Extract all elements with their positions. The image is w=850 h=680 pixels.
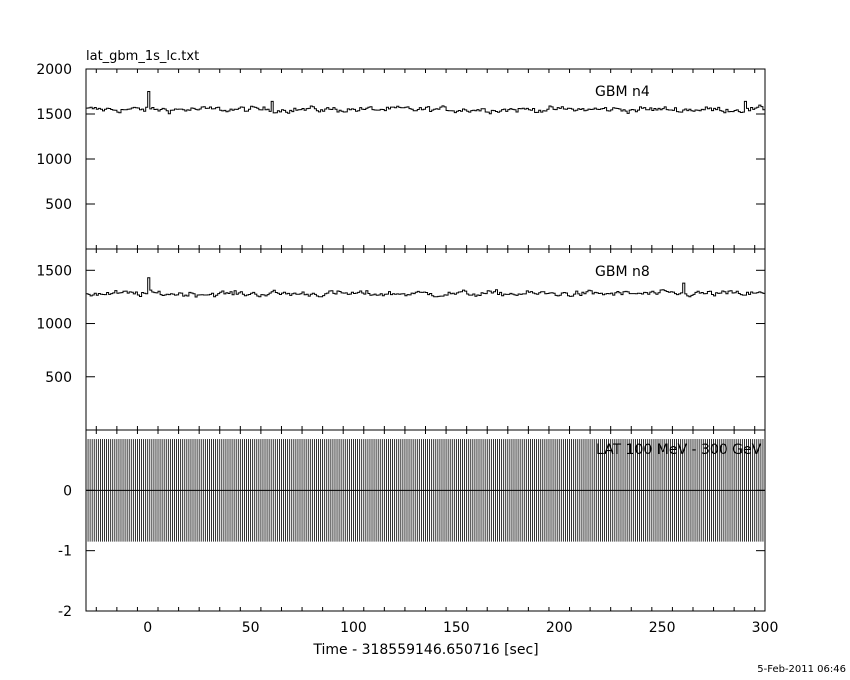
- panel-1: 500 1000 1500 2000 GBM n4: [36, 62, 766, 250]
- panel-label: LAT 100 MeV - 300 GeV: [596, 442, 762, 458]
- y-tick-label: -1: [58, 544, 72, 560]
- y-tick-label: 500: [45, 197, 72, 213]
- y-tick-label: -2: [58, 604, 72, 620]
- x-tick-label: 250: [649, 620, 676, 636]
- date-stamp: 5-Feb-2011 06:46: [757, 664, 846, 675]
- y-tick-label: 1500: [36, 107, 72, 123]
- panel-label: GBM n8: [595, 264, 650, 280]
- y-tick-label: 2000: [36, 62, 72, 78]
- x-tick-label: 100: [340, 620, 367, 636]
- y-tick-label: 1000: [36, 152, 72, 168]
- x-tick-label: 0: [143, 620, 152, 636]
- x-tick-label: 50: [242, 620, 260, 636]
- x-axis-label: Time - 318559146.650716 [sec]: [312, 642, 538, 658]
- y-tick-label: 0: [63, 483, 72, 499]
- y-tick-label: 1500: [36, 263, 72, 279]
- panel-2: 500 1000 1500 GBM n8: [36, 248, 766, 431]
- y-tick-label: 500: [45, 370, 72, 386]
- x-tick-label: 200: [546, 620, 573, 636]
- panel-frame: [85, 248, 766, 431]
- y-tick-label: 1000: [36, 317, 72, 333]
- light-curve: [86, 91, 766, 115]
- panel-frame: [85, 68, 766, 250]
- light-curve: [86, 277, 766, 298]
- panel-label: GBM n4: [595, 84, 650, 100]
- figure-title: lat_gbm_1s_lc.txt: [86, 49, 199, 64]
- x-tick-label: 300: [752, 620, 779, 636]
- panel-3: -2 -1 0 LAT 100 MeV - 300 GeV: [58, 429, 766, 620]
- x-tick-label: 150: [443, 620, 470, 636]
